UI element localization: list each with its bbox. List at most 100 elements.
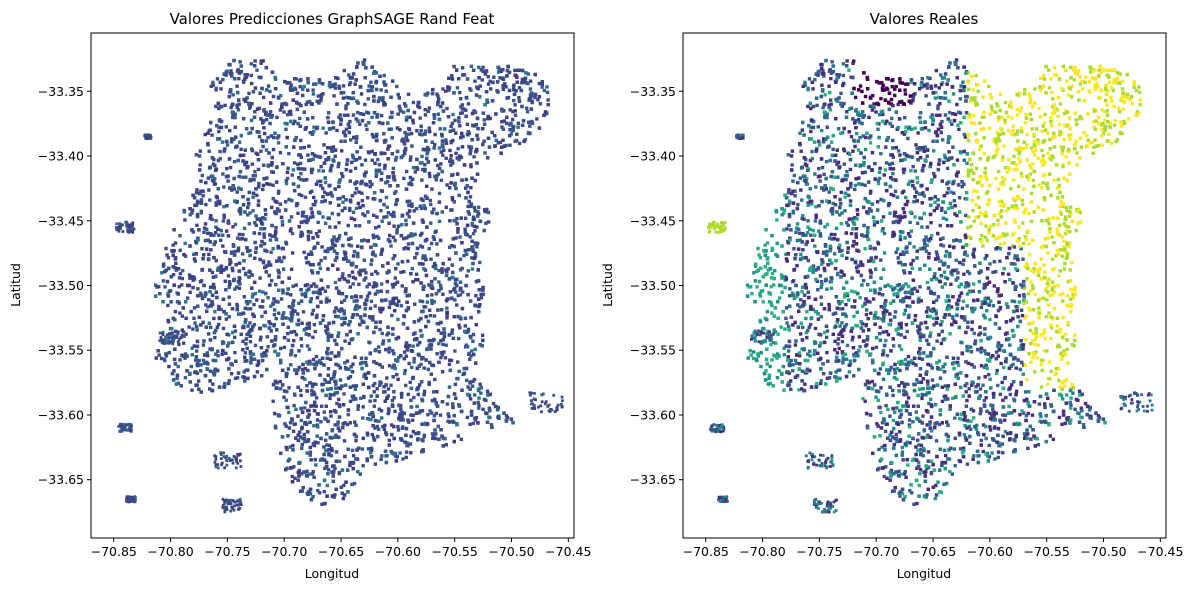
scatter-point (297, 224, 301, 229)
scatter-point (464, 114, 468, 119)
scatter-point (361, 320, 366, 324)
scatter-point (358, 205, 362, 210)
scatter-point (310, 167, 315, 172)
scatter-point (357, 305, 362, 309)
scatter-point (392, 254, 397, 258)
scatter-point (452, 439, 456, 444)
scatter-point (314, 354, 319, 359)
scatter-point (325, 356, 330, 360)
scatter-point (303, 167, 307, 171)
scatter-point (296, 184, 301, 189)
scatter-point (333, 258, 337, 262)
scatter-point (290, 474, 295, 479)
scatter-point (310, 271, 315, 275)
scatter-point (400, 415, 404, 419)
scatter-point (363, 313, 367, 317)
scatter-point (419, 281, 423, 285)
scatter-point (316, 271, 320, 275)
scatter-point (545, 90, 550, 95)
scatter-point (305, 383, 309, 388)
scatter-point (400, 223, 404, 227)
scatter-point (450, 121, 455, 126)
scatter-point (458, 124, 462, 128)
scatter-point (333, 225, 338, 229)
scatter-point (338, 178, 342, 182)
scatter-point (316, 412, 320, 416)
scatter-point (430, 91, 435, 96)
scatter-point (353, 181, 357, 186)
scatter-point (371, 318, 375, 322)
scatter-point (322, 363, 326, 367)
scatter-point (476, 137, 480, 141)
scatter-point (316, 210, 321, 214)
scatter-point (384, 89, 388, 93)
scatter-point (509, 121, 513, 126)
scatter-point (513, 68, 517, 73)
scatter-point (266, 84, 271, 88)
scatter-point (284, 445, 288, 450)
scatter-point (295, 100, 299, 105)
scatter-point (437, 117, 442, 122)
scatter-point (546, 98, 550, 102)
scatter-point (217, 106, 221, 111)
scatter-point (261, 260, 266, 265)
scatter-point (297, 176, 301, 180)
scatter-point (283, 200, 288, 204)
scatter-point (461, 73, 465, 77)
scatter-point (314, 404, 318, 408)
scatter-point (203, 132, 207, 137)
scatter-point (491, 80, 495, 85)
scatter-point (258, 276, 262, 280)
scatter-point (418, 328, 423, 333)
scatter-point (433, 428, 437, 432)
scatter-point (381, 424, 385, 429)
scatter-point (327, 192, 332, 196)
scatter-point (372, 390, 376, 394)
scatter-point (398, 414, 402, 418)
scatter-point (191, 230, 195, 234)
scatter-point (418, 299, 422, 303)
scatter-point (384, 432, 389, 437)
scatter-point (423, 129, 428, 133)
scatter-point (394, 337, 399, 341)
scatter-point (314, 396, 319, 400)
scatter-point (466, 392, 470, 397)
scatter-point (397, 299, 401, 303)
scatter-point (210, 156, 215, 160)
scatter-point (512, 83, 516, 87)
scatter-point (528, 79, 533, 83)
scatter-point (273, 86, 278, 91)
scatter-point (432, 237, 437, 241)
scatter-point (309, 207, 313, 211)
scatter-point (311, 290, 316, 295)
scatter-point (312, 153, 317, 158)
scatter-point (341, 200, 345, 204)
scatter-point (456, 314, 460, 319)
scatter-point (196, 304, 200, 308)
scatter-point (361, 60, 366, 65)
scatter-point (176, 364, 180, 369)
scatter-point (323, 378, 327, 382)
scatter-point (473, 242, 477, 247)
scatter-point (404, 118, 409, 122)
scatter-point (341, 174, 345, 179)
scatter-point (224, 73, 228, 77)
scatter-point (417, 105, 422, 110)
scatter-point (311, 92, 316, 96)
scatter-point (373, 398, 377, 403)
scatter-point (440, 139, 445, 143)
scatter-point (476, 214, 480, 218)
scatter-point (335, 342, 339, 347)
scatter-point (379, 113, 384, 118)
scatter-point (407, 234, 411, 238)
scatter-point (512, 87, 516, 92)
scatter-point (337, 415, 342, 419)
scatter-point (463, 324, 468, 328)
scatter-point (221, 244, 225, 248)
scatter-point (404, 169, 409, 174)
scatter-point (391, 285, 396, 289)
scatter-point (342, 277, 347, 281)
scatter-point (423, 148, 428, 152)
scatter-point (204, 247, 209, 251)
scatter-point (290, 88, 294, 92)
